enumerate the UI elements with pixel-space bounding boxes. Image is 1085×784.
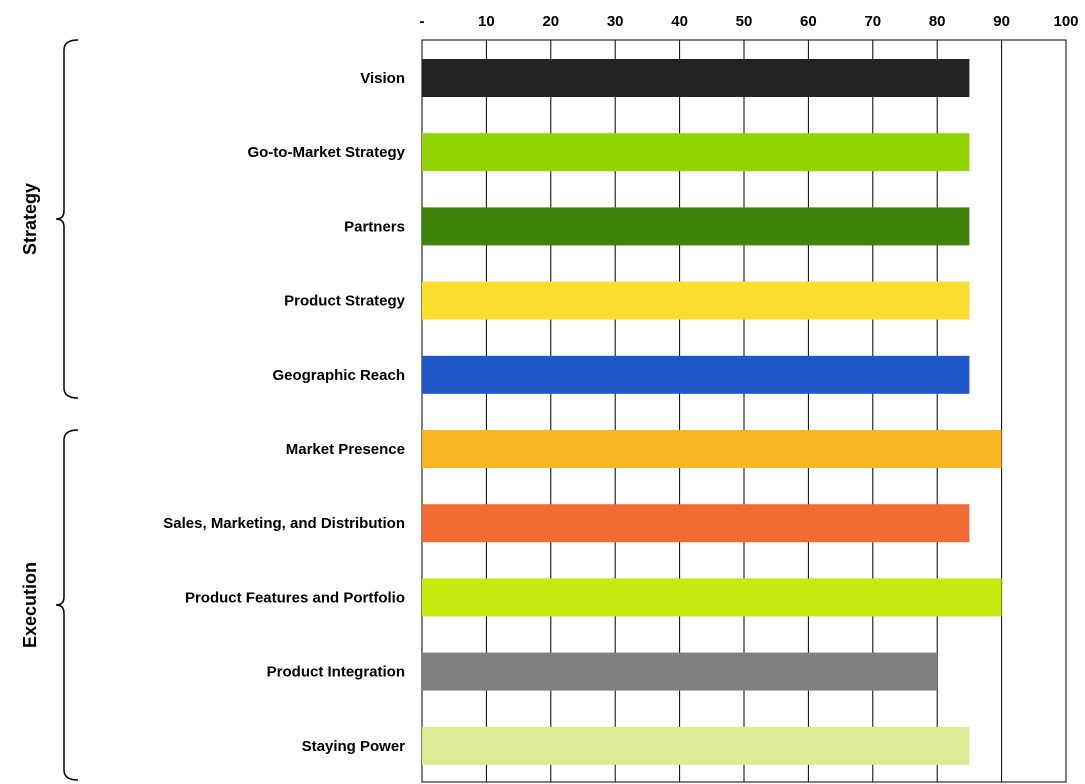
- bar: [422, 578, 1002, 617]
- bar: [422, 430, 1002, 468]
- category-label: Product Features and Portfolio: [185, 589, 405, 606]
- x-tick-label: -: [420, 13, 425, 30]
- group-label: Strategy: [20, 183, 40, 255]
- bar: [422, 207, 970, 246]
- x-tick-label: 70: [864, 13, 881, 30]
- category-label: Staying Power: [302, 738, 406, 755]
- group-bracket: [55, 429, 79, 781]
- x-tick-label: 30: [607, 13, 624, 30]
- category-label: Partners: [344, 218, 405, 235]
- category-label: Product Strategy: [284, 293, 406, 310]
- category-label: Go-to-Market Strategy: [247, 144, 405, 161]
- bars: [422, 59, 1002, 765]
- bar: [422, 59, 970, 97]
- category-label: Geographic Reach: [272, 367, 405, 384]
- bar: [422, 504, 970, 543]
- category-labels: Vision Go-to-Market Strategy Partners Produ…: [163, 70, 405, 755]
- x-tick-label: 80: [929, 13, 946, 30]
- x-tick-label: 40: [671, 13, 688, 30]
- category-label: Market Presence: [286, 441, 405, 458]
- bar: [422, 726, 970, 765]
- x-tick-label: 50: [736, 13, 753, 30]
- category-label: Product Integration: [267, 664, 405, 681]
- bar: [422, 281, 970, 320]
- x-tick-label: 100: [1053, 13, 1078, 30]
- bar: [422, 133, 970, 172]
- x-tick-label: 60: [800, 13, 817, 30]
- bar: [422, 355, 970, 394]
- group-bracket: [55, 39, 79, 399]
- category-label: Sales, Marketing, and Distribution: [163, 515, 405, 532]
- bar: [422, 652, 938, 691]
- x-axis-tick-labels: - 10 20 30 40 50 60 70 80 90 100: [420, 13, 1079, 30]
- category-label: Vision: [360, 70, 405, 87]
- group-brackets: Strategy Execution: [20, 39, 79, 781]
- group-label: Execution: [20, 562, 40, 648]
- x-tick-label: 20: [542, 13, 559, 30]
- x-tick-label: 10: [478, 13, 495, 30]
- x-tick-label: 90: [993, 13, 1010, 30]
